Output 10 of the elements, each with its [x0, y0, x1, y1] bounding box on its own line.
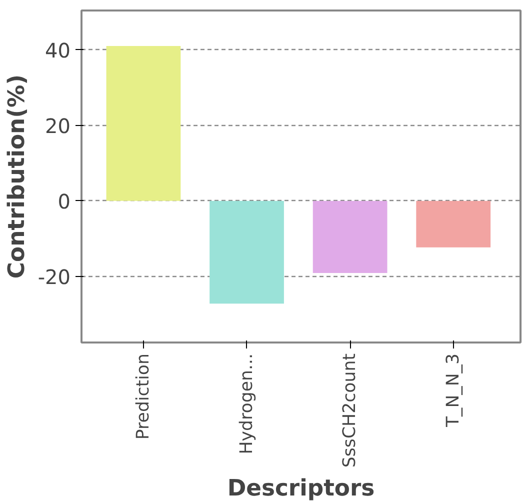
x-tick-label: T_N_N_3	[443, 353, 464, 428]
y-tick-label: -20	[38, 264, 71, 289]
y-tick-label: 20	[45, 114, 71, 138]
y-tick-label: 40	[45, 38, 71, 62]
y-axis-title: Contribution(%)	[4, 74, 30, 279]
x-tick-label: SssCH2count	[340, 353, 360, 468]
x-tick-label: Prediction	[133, 353, 154, 440]
x-axis-title: Descriptors	[227, 476, 375, 502]
y-tick-label: 0	[58, 189, 71, 214]
x-tick-label: Hydrogen...	[236, 354, 257, 454]
